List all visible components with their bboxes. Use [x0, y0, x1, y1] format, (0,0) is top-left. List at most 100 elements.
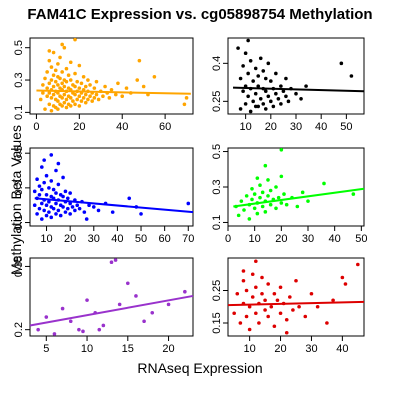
panel-6-frame	[227, 257, 365, 337]
panel-2-data-point	[256, 74, 261, 78]
panel-1-data-point	[68, 104, 73, 108]
panel-6-data-point	[250, 295, 255, 299]
panel-3-data-point	[35, 212, 39, 216]
panel-1-data-point	[56, 91, 60, 95]
panel-1-data-point	[152, 75, 157, 79]
panel-2-data-point	[284, 94, 288, 99]
panel-6-data-point	[303, 314, 308, 319]
panel-4-data-point	[282, 192, 286, 196]
panel-1-x-tick-label: 0	[33, 121, 39, 133]
panel-5-data-point	[150, 311, 155, 315]
panel-3-data-point	[32, 189, 37, 194]
panel-3-data-point	[35, 177, 39, 181]
panel-3-data-point	[42, 180, 46, 185]
panel-5-data-point	[134, 294, 138, 298]
panel-2-data-point	[256, 104, 261, 109]
panel-1-data-point	[137, 58, 142, 63]
panel-4-data-point	[266, 194, 270, 198]
panel-3-data-point	[49, 179, 54, 183]
panel-1-data-point	[92, 86, 97, 90]
panel-2-data-point	[286, 99, 291, 104]
panel-3-data-point	[91, 205, 96, 209]
panel-5-y-tick-label: 0.35	[13, 256, 25, 277]
panel-4-y-tick-label: 0.5	[211, 144, 223, 159]
panel-3-data-point	[68, 191, 72, 195]
panel-4-data-point	[274, 206, 278, 211]
panel-2-data-point	[269, 99, 273, 104]
panel-2-data-point	[243, 51, 248, 55]
panel-3-x-tick-label: 10	[40, 233, 52, 245]
panel-4-data-point	[300, 190, 305, 195]
panel-1-y-tick-label: 0.5	[13, 40, 25, 55]
panel-4-data-point	[266, 178, 270, 182]
panel-1-data-point	[92, 96, 97, 100]
panel-1-data-point	[73, 92, 77, 97]
panel-5-data-point	[101, 323, 106, 328]
panel-1-data-point	[81, 96, 86, 100]
panel-1-data-point	[83, 92, 88, 97]
panel-1-data-point	[73, 71, 77, 76]
panel-3-x-tick-label: 70	[182, 233, 194, 245]
panel-3-data-point	[84, 217, 89, 221]
panel-6-data-point	[291, 308, 295, 312]
panel-1-data-point	[116, 81, 120, 86]
panel-1-data-point	[56, 83, 60, 87]
panel-1-data-point	[47, 81, 52, 86]
panel-1-data-point	[94, 92, 99, 97]
panel-4-data-point	[268, 188, 273, 193]
panel-2-data-point	[266, 61, 271, 66]
panel-1-data-point	[53, 68, 58, 73]
panel-1-data-point	[77, 63, 82, 68]
panel-4-data-point	[279, 147, 284, 152]
panel-3-data-point	[37, 206, 42, 211]
panel-4-data-point	[260, 204, 265, 209]
panel-1-data-point	[60, 42, 64, 47]
panel-6-data-point	[260, 291, 264, 296]
panel-5-data-point	[77, 327, 81, 332]
panel-3-data-point	[54, 191, 58, 195]
panel-6-data-point	[272, 324, 277, 329]
panel-6-data-point	[275, 298, 280, 303]
panel-2-data-point	[251, 79, 255, 83]
panel-1-data-point	[86, 97, 90, 102]
panel-1-data-point	[38, 97, 43, 102]
panel-3-data-point	[96, 208, 101, 213]
panel-6-data-point	[244, 314, 249, 319]
panel-2-data-point	[253, 104, 258, 109]
panel-2-data-point	[274, 91, 278, 96]
panel-1-data-point	[71, 99, 75, 103]
panel-6-data-point	[288, 295, 292, 299]
panel-6-data-point	[269, 304, 274, 309]
panel-2-x-tick-label: 30	[290, 121, 302, 133]
panel-3-data-point	[56, 208, 61, 213]
panel-3-data-point	[40, 201, 44, 206]
panel-1-data-point	[96, 97, 101, 102]
panel-2-data-point	[339, 61, 344, 66]
panel-1-data-point	[77, 94, 82, 99]
panel-2-data-point	[266, 94, 271, 99]
panel-4-x-tick-label: 40	[329, 233, 341, 245]
panel-2-data-point	[258, 56, 263, 61]
panel-2-fit-line	[233, 86, 365, 93]
panel-3-data-point	[32, 203, 37, 207]
panel-1-data-point	[83, 100, 88, 105]
panel-3-data-point	[56, 182, 61, 187]
panel-3-data-point	[47, 199, 51, 204]
panel-1-data-point	[83, 84, 88, 89]
panel-4-data-point	[255, 211, 260, 216]
panel-3-data-point	[47, 210, 51, 214]
panel-1-data-point	[77, 104, 82, 108]
panel-1-data-point	[79, 81, 84, 86]
panel-4-x-tick-label: 30	[302, 233, 314, 245]
panel-2-data-point	[299, 97, 303, 101]
panel-3-data-point	[75, 203, 80, 207]
panel-1-data-point	[75, 97, 79, 102]
panel-4-data-point	[236, 213, 241, 218]
panel-1-data-point	[51, 92, 56, 97]
panel-1-data-point	[56, 99, 60, 103]
panel-2-data-point	[261, 69, 266, 73]
panel-1-data-point	[47, 91, 52, 95]
panel-1-data-point	[73, 102, 77, 107]
panel-4-x-tick-label: 50	[355, 233, 367, 245]
